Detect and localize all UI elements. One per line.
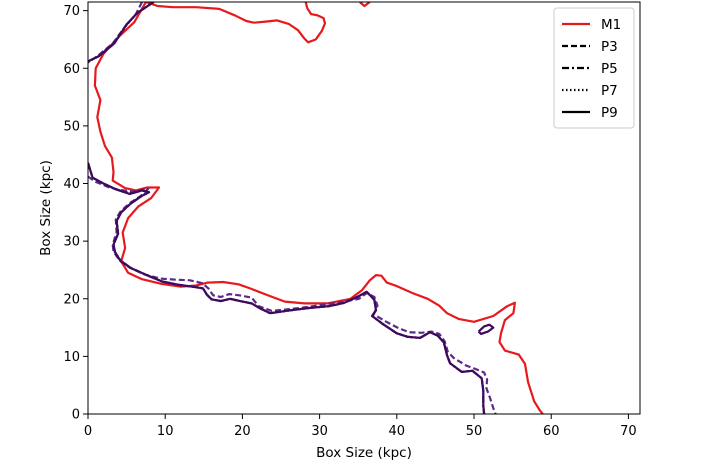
y-tick-label: 20 xyxy=(63,292,80,307)
x-tick-label: 70 xyxy=(620,424,637,439)
legend-label-p7: P7 xyxy=(601,83,618,99)
x-tick-label: 40 xyxy=(389,424,406,439)
series-line-p3-0 xyxy=(88,2,143,64)
x-tick-label: 10 xyxy=(157,424,174,439)
x-tick-label: 50 xyxy=(466,424,483,439)
y-axis: 0 10 20 30 40 50 60 70 xyxy=(63,4,88,423)
series-line-p9-0 xyxy=(88,2,155,63)
series-line-p9-2 xyxy=(477,323,495,335)
y-tick-label: 70 xyxy=(63,4,80,19)
y-tick-label: 60 xyxy=(63,62,80,77)
y-tick-label: 40 xyxy=(63,177,80,192)
y-axis-label: Box Size (kpc) xyxy=(38,160,54,256)
x-tick-label: 30 xyxy=(311,424,328,439)
series-line-p3-1 xyxy=(88,175,497,414)
legend-label-m1: M1 xyxy=(601,17,621,33)
y-tick-label: 30 xyxy=(63,235,80,250)
x-tick-label: 20 xyxy=(234,424,251,439)
legend-box xyxy=(553,7,635,129)
series-line-m1-2 xyxy=(93,2,544,414)
x-axis: 0 10 20 30 40 50 60 70 xyxy=(84,414,637,439)
plot-frame xyxy=(87,1,641,415)
series-line-p9-1 xyxy=(88,162,486,414)
y-tick-label: 0 xyxy=(72,408,80,423)
x-tick-label: 60 xyxy=(543,424,560,439)
series-line-m1-0 xyxy=(145,2,327,44)
series-layer xyxy=(88,2,544,414)
y-tick-label: 10 xyxy=(63,350,80,365)
x-tick-label: 0 xyxy=(84,424,92,439)
legend-label-p3: P3 xyxy=(601,39,618,55)
legend: M1 P3 P5 P7 P9 xyxy=(553,7,635,129)
legend-label-p9: P9 xyxy=(601,105,618,121)
y-tick-label: 50 xyxy=(63,119,80,134)
legend-label-p5: P5 xyxy=(601,61,618,77)
series-line-m1-1 xyxy=(359,2,371,8)
x-axis-label: Box Size (kpc) xyxy=(316,445,412,461)
